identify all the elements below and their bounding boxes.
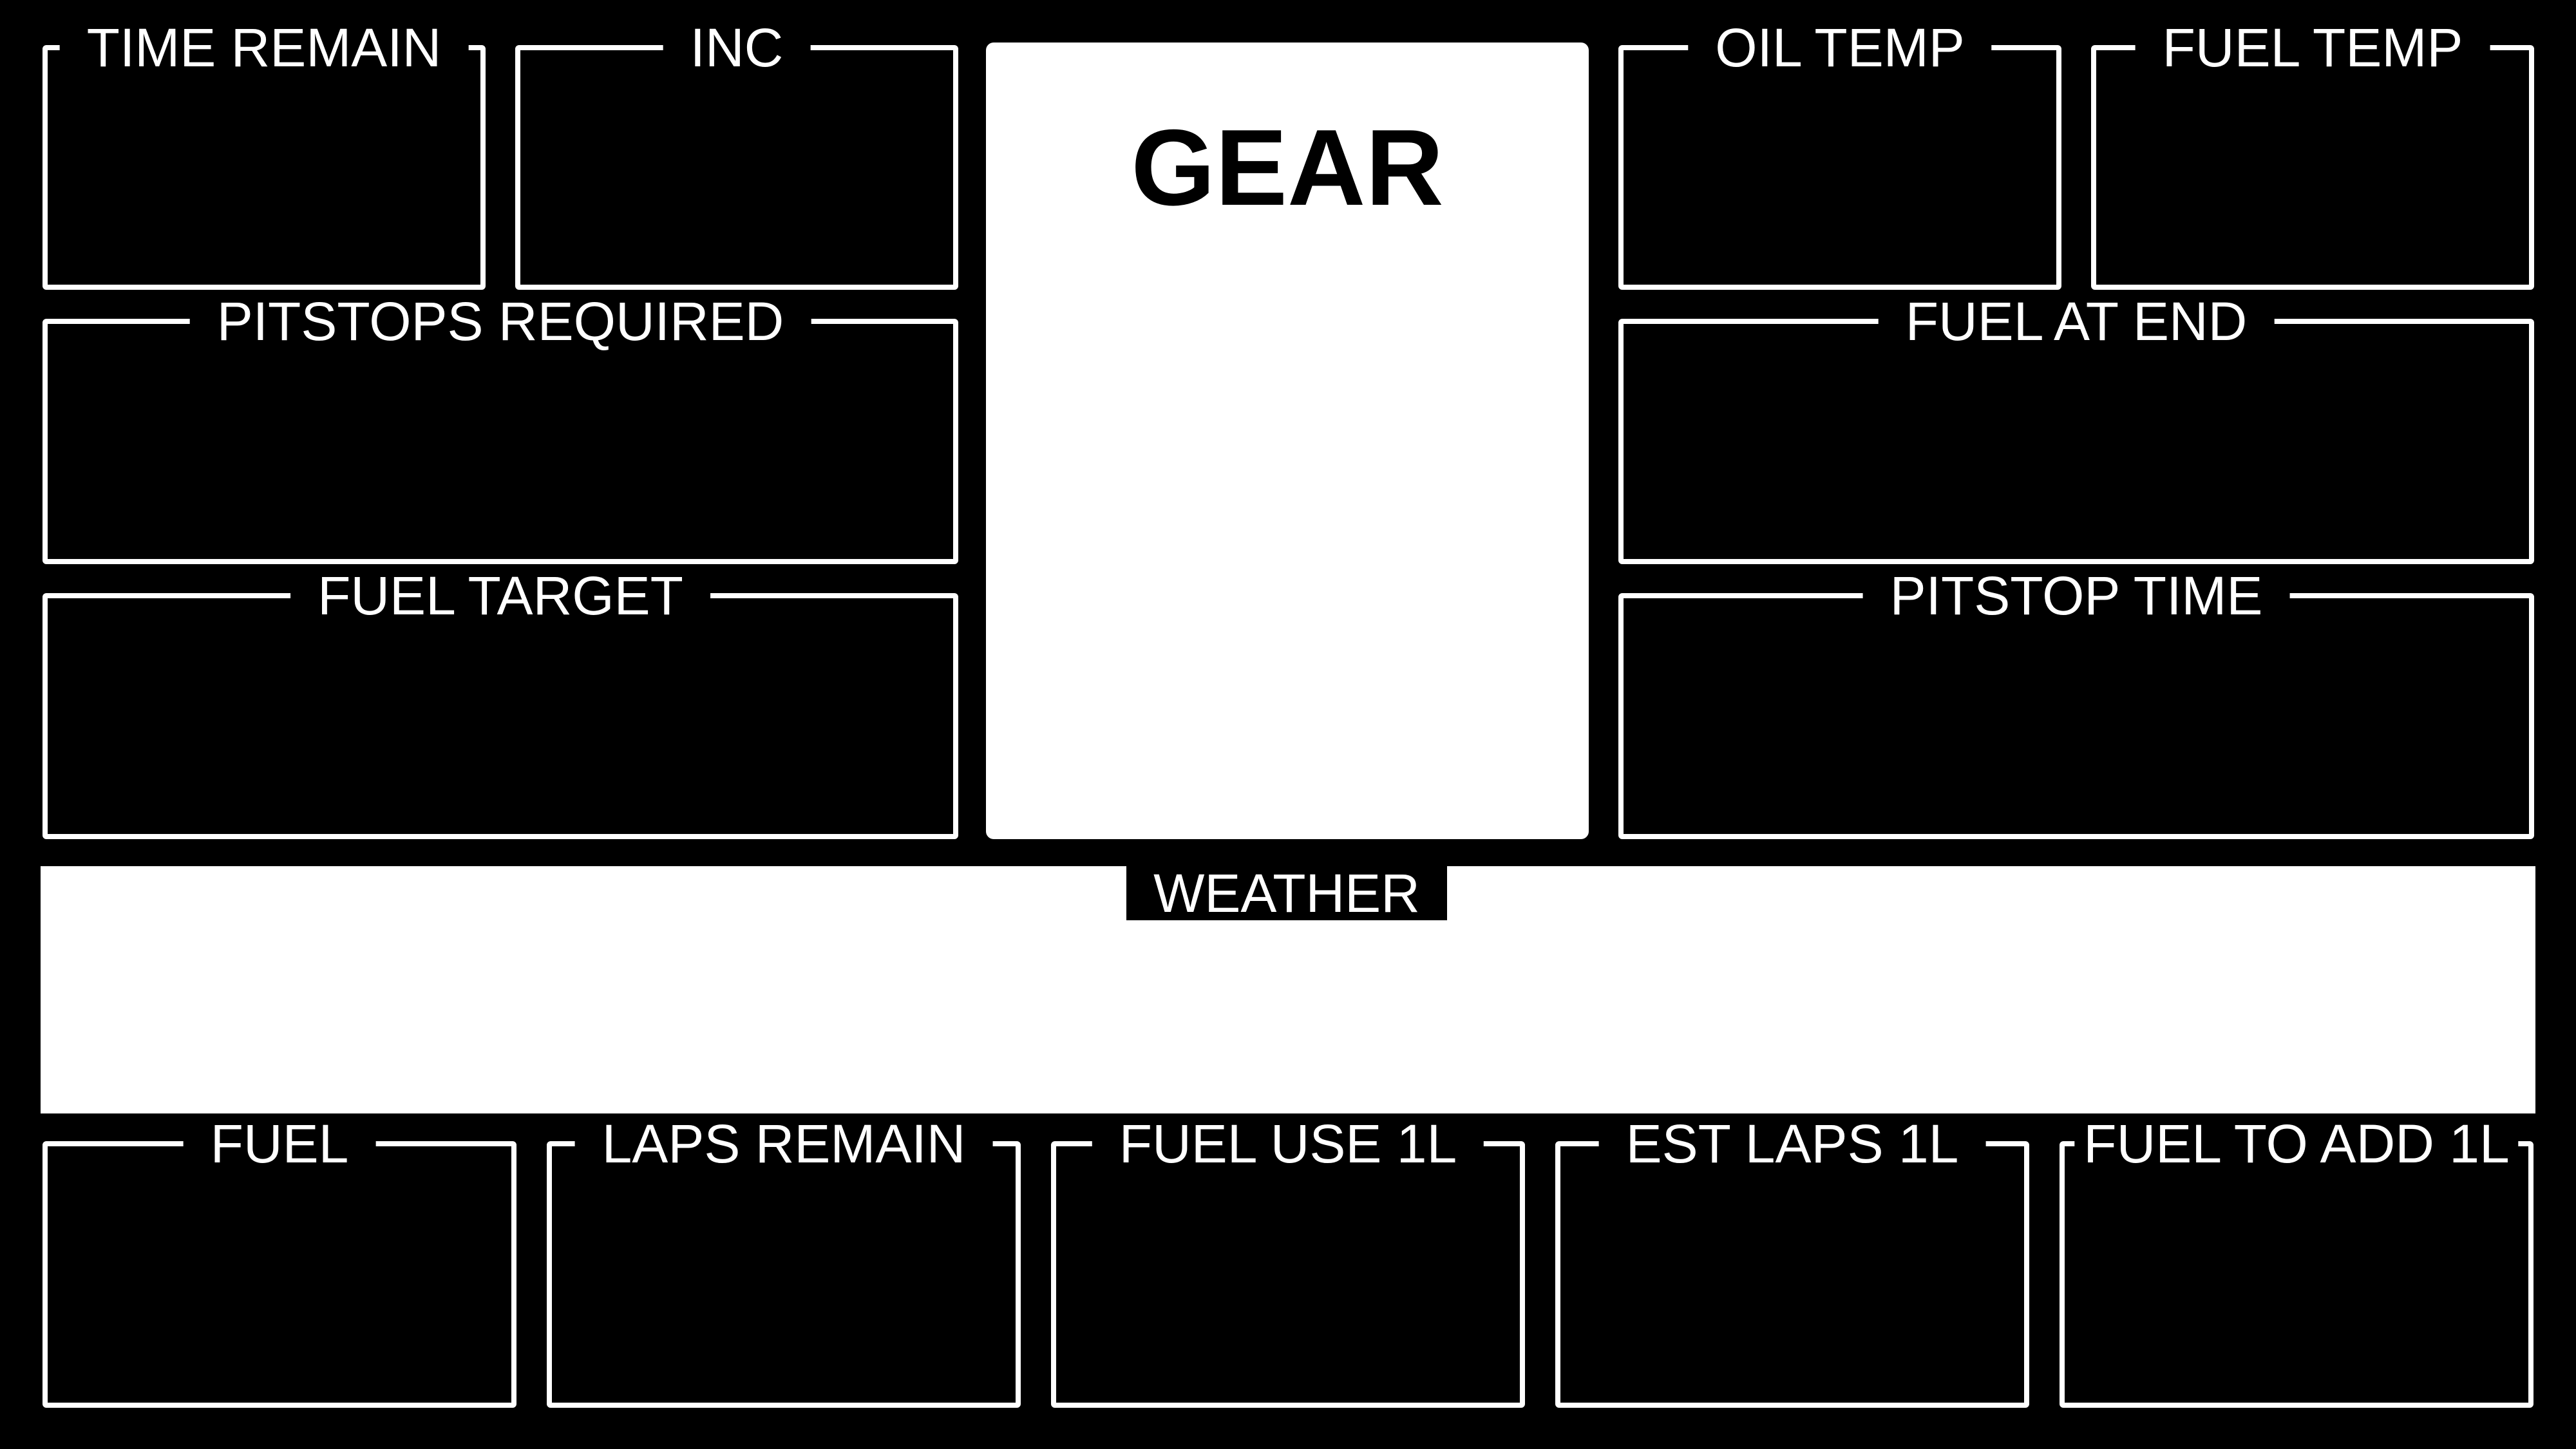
time-remain-panel: TIME REMAIN	[43, 21, 486, 290]
est-laps-1l-label: EST LAPS 1L	[1598, 1117, 1986, 1171]
inc-panel: INC	[515, 21, 958, 290]
fuel-use-1l-label: FUEL USE 1L	[1092, 1117, 1484, 1171]
fuel-to-add-1l-label: FUEL TO ADD 1L	[2074, 1117, 2519, 1171]
fuel-target-label: FUEL TARGET	[290, 569, 710, 623]
laps-remain-label: LAPS REMAIN	[574, 1117, 993, 1171]
pitstop-time-label: PITSTOP TIME	[1862, 569, 2290, 623]
fuel-to-add-1l-panel: FUEL TO ADD 1L	[2060, 1117, 2533, 1408]
weather-panel: WEATHER	[41, 866, 2535, 1113]
fuel-at-end-label: FUEL AT END	[1878, 294, 2275, 348]
pitstop-time-panel: PITSTOP TIME	[1618, 569, 2534, 839]
fuel-temp-panel: FUEL TEMP	[2091, 21, 2534, 290]
fuel-target-panel: FUEL TARGET	[43, 569, 958, 839]
fuel-at-end-panel: FUEL AT END	[1618, 294, 2534, 564]
inc-label: INC	[663, 21, 811, 75]
oil-temp-label: OIL TEMP	[1688, 21, 1992, 75]
oil-temp-panel: OIL TEMP	[1618, 21, 2061, 290]
fuel-panel: FUEL	[43, 1117, 516, 1408]
est-laps-1l-panel: EST LAPS 1L	[1555, 1117, 2029, 1408]
pitstops-required-label: PITSTOPS REQUIRED	[189, 294, 811, 348]
fuel-use-1l-panel: FUEL USE 1L	[1051, 1117, 1525, 1408]
gear-panel: GEAR	[986, 43, 1589, 839]
gear-title: GEAR	[1131, 107, 1444, 228]
pitstops-required-panel: PITSTOPS REQUIRED	[43, 294, 958, 564]
laps-remain-panel: LAPS REMAIN	[547, 1117, 1021, 1408]
weather-label: WEATHER	[1126, 866, 1447, 920]
fuel-temp-label: FUEL TEMP	[2135, 21, 2490, 75]
fuel-label: FUEL	[183, 1117, 376, 1171]
time-remain-label: TIME REMAIN	[59, 21, 469, 75]
